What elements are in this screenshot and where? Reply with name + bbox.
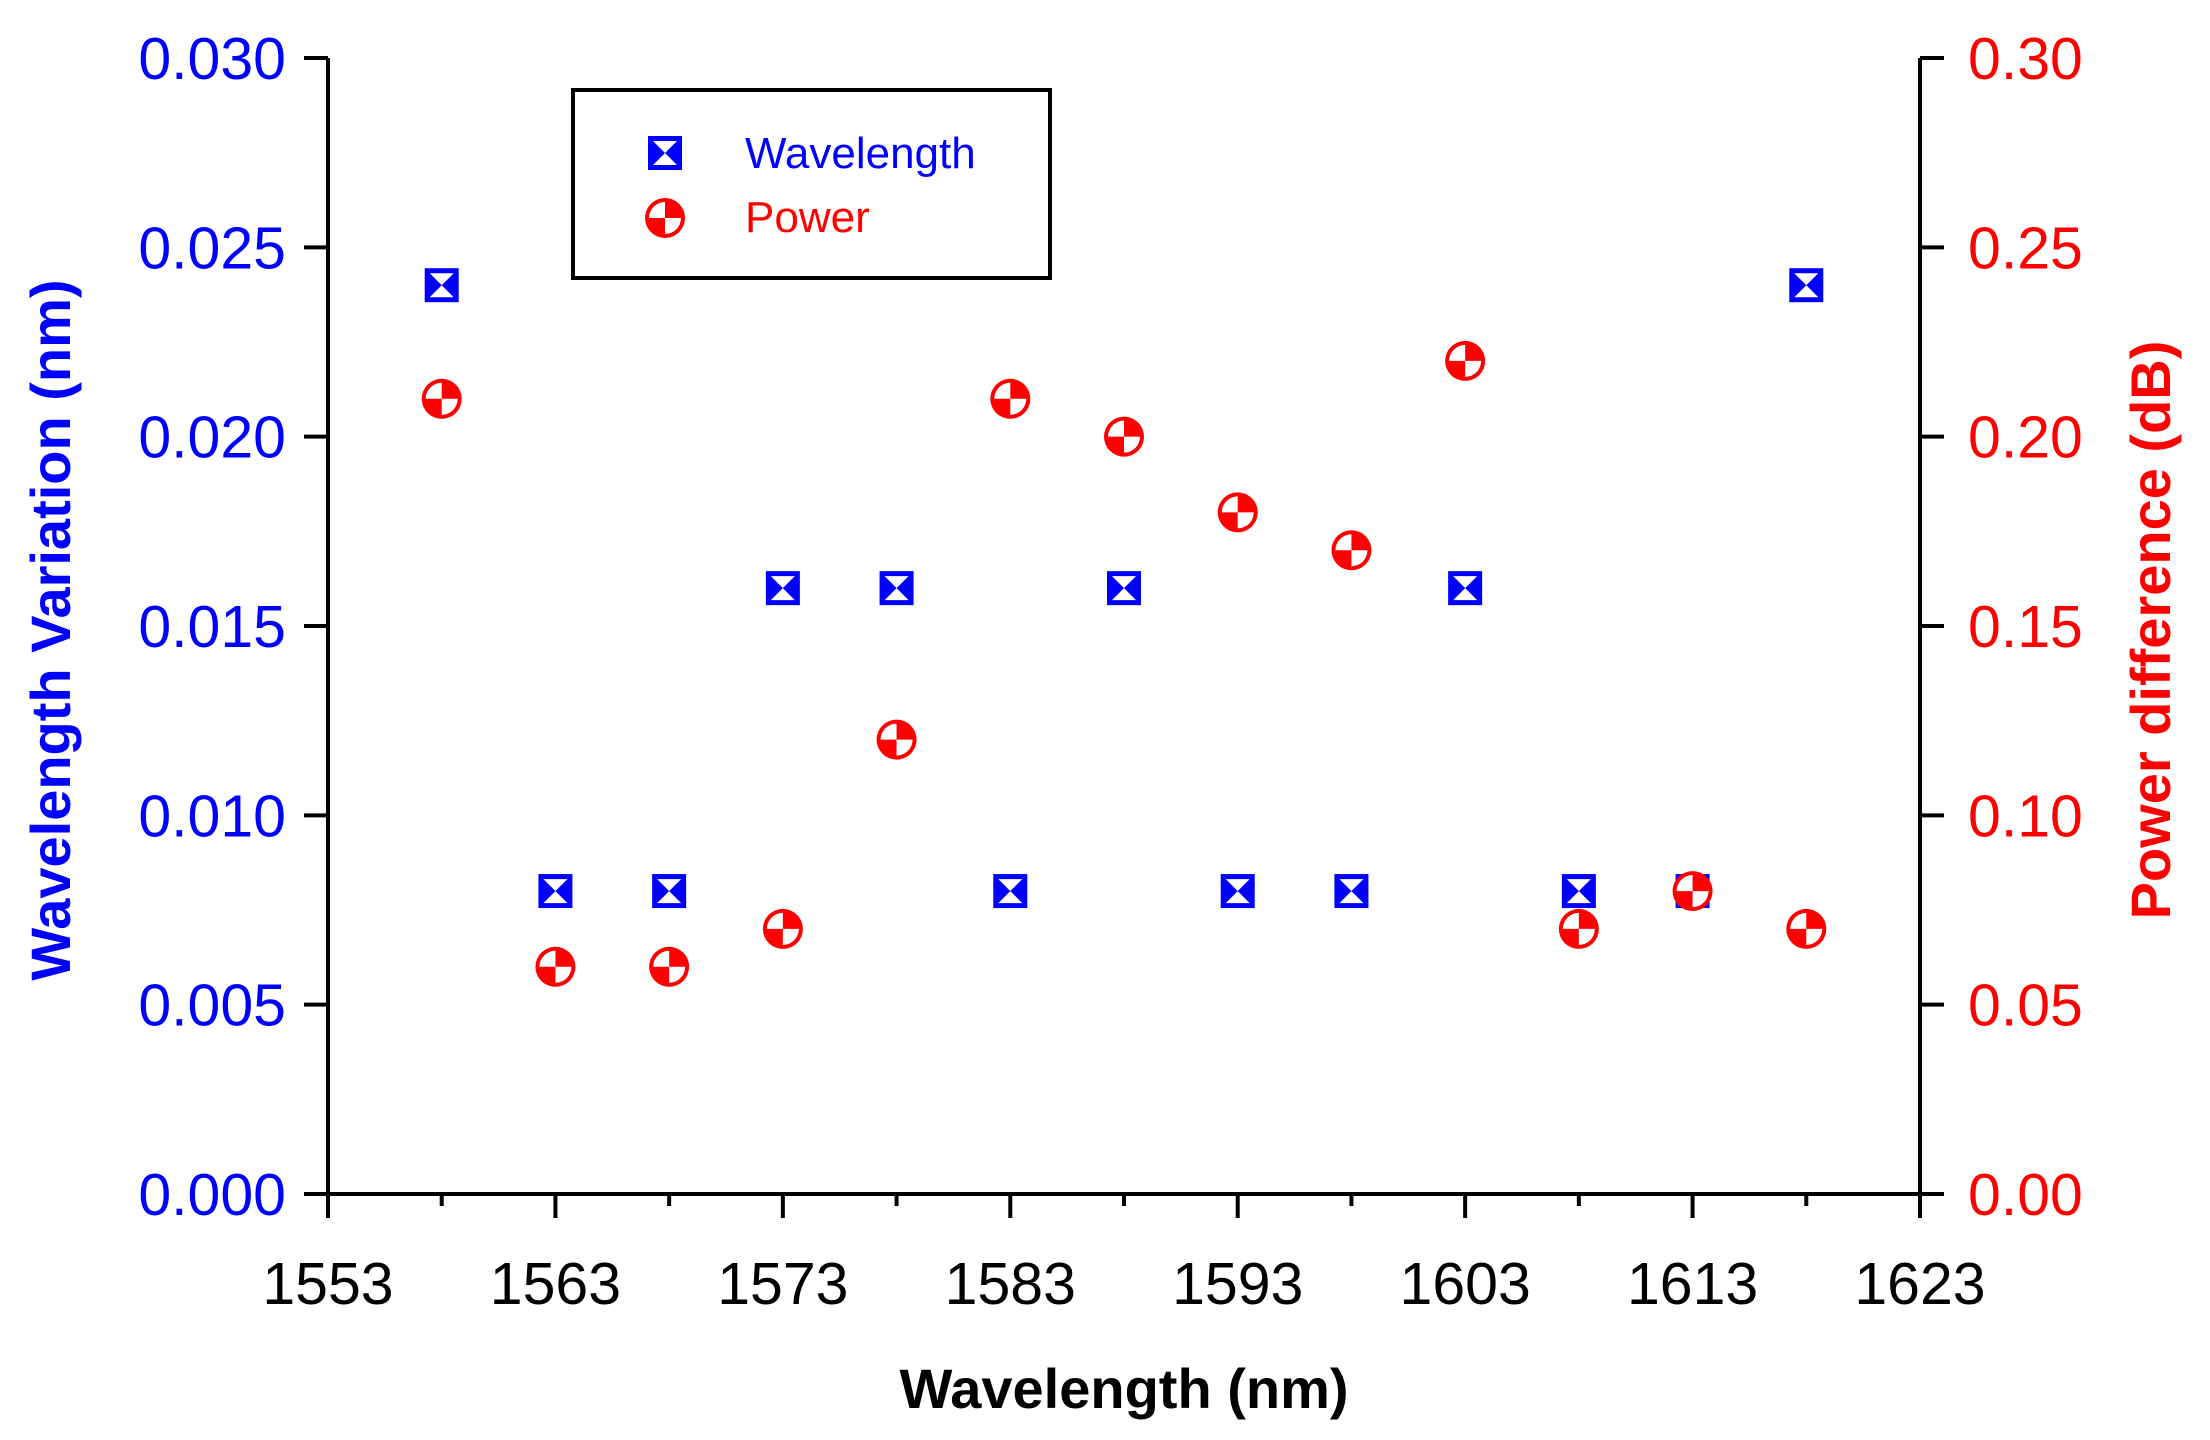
data-point-wavelength [1789,268,1824,303]
x-axis-title: Wavelength (nm) [899,1357,1348,1420]
x-tick-label: 1563 [490,1251,621,1317]
data-point-power [1558,908,1599,949]
data-point-power [1331,530,1372,571]
y-right-tick-label: 0.15 [1968,594,2083,660]
legend-box [571,88,1052,280]
y-left-tick-label: 0.000 [138,1162,286,1228]
series-wavelength [424,268,1824,909]
data-point-wavelength [1334,874,1369,909]
data-point-power [1104,416,1144,457]
data-point-power [1672,871,1713,912]
y-right-tick-label: 0.00 [1968,1162,2083,1228]
data-point-power [421,378,462,419]
y-left-tick-label: 0.010 [138,783,286,849]
y-left-tick-label: 0.005 [138,973,286,1039]
data-point-power [876,719,917,760]
data-point-power [1445,340,1486,381]
data-point-power [762,908,803,949]
data-point-wavelength [652,874,687,909]
legend-label-wavelength: Wavelength [745,129,976,178]
x-tick-label: 1623 [1854,1251,1985,1317]
y-left-axis-title: Wavelength Variation (nm) [19,279,82,980]
data-point-power [1786,908,1827,949]
data-point-wavelength [765,571,800,606]
y-left-tick-label: 0.020 [138,405,286,471]
legend-symbol-square [648,136,682,170]
x-tick-label: 1603 [1400,1251,1531,1317]
data-point-wavelength [1220,874,1255,909]
data-point-power [535,946,576,987]
legend-marker-power [645,198,685,238]
x-tick-label: 1573 [717,1251,848,1317]
x-tick-label: 1553 [262,1251,393,1317]
data-point-wavelength [993,874,1028,909]
y-right-tick-label: 0.30 [1968,26,2083,92]
data-point-wavelength [424,268,459,303]
tick-labels: 0.000 0.005 0.010 0.015 0.020 0.025 0.030 0.00 0… [138,26,2083,1317]
y-right-axis-title: Power difference (dB) [2119,341,2182,920]
y-right-tick-label: 0.05 [1968,973,2083,1039]
y-left-tick-label: 0.025 [138,215,286,281]
legend-marker-wavelength [648,136,682,170]
y-left-tick-label: 0.015 [138,594,286,660]
legend-label-power: Power [745,193,870,242]
legend: Wavelength Power [571,88,1052,280]
data-point-wavelength [879,571,914,606]
data-point-wavelength [1448,571,1483,606]
data-point-power [990,378,1031,419]
y-right-tick-label: 0.10 [1968,783,2083,849]
x-tick-label: 1583 [945,1251,1076,1317]
data-point-power [649,946,690,987]
y-right-tick-label: 0.20 [1968,405,2083,471]
x-tick-label: 1613 [1627,1251,1758,1317]
data-point-wavelength [538,874,573,909]
y-right-tick-label: 0.25 [1968,215,2083,281]
y-left-tick-label: 0.030 [138,26,286,92]
data-point-wavelength [1107,571,1141,606]
series-power [421,340,1827,987]
x-tick-label: 1593 [1172,1251,1303,1317]
data-point-power [1217,492,1258,533]
axes [304,56,1944,1218]
legend-symbol-circle [645,198,685,238]
data-series [421,268,1827,987]
data-point-wavelength [1561,874,1596,909]
